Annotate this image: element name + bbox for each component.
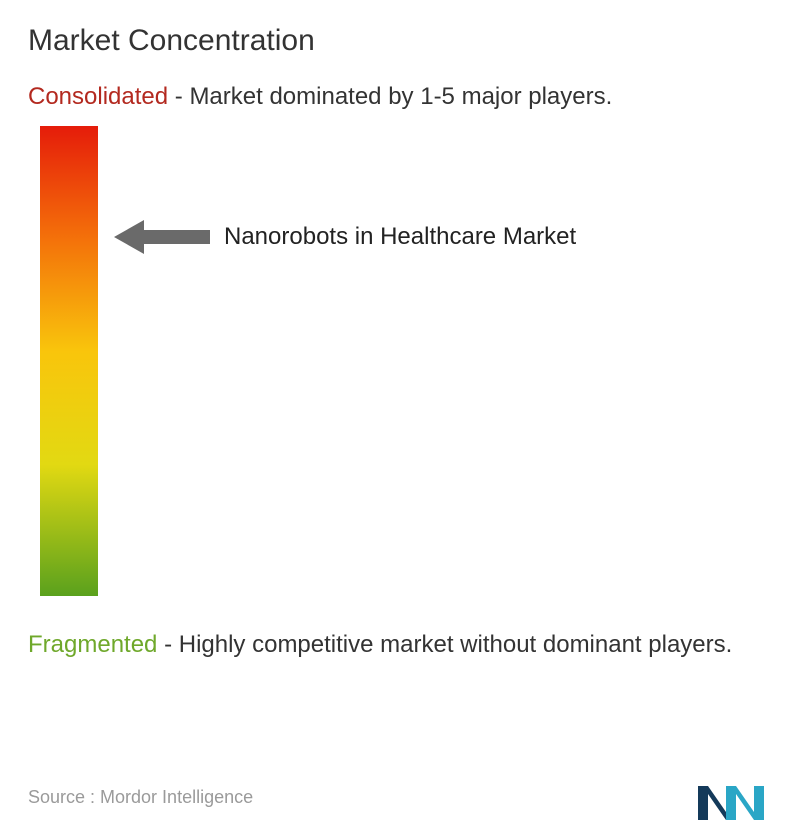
- fragmented-term: Fragmented: [28, 631, 157, 658]
- fragmented-desc-text: - Highly competitive market without domi…: [157, 631, 732, 658]
- arrow-left-icon: [114, 220, 210, 254]
- consolidated-description: Consolidated - Market dominated by 1-5 m…: [28, 82, 768, 112]
- concentration-scale: Nanorobots in Healthcare Market: [28, 126, 768, 616]
- fragmented-description: Fragmented - Highly competitive market w…: [28, 630, 768, 660]
- indicator-label: Nanorobots in Healthcare Market: [224, 222, 576, 252]
- consolidated-term: Consolidated: [28, 83, 168, 110]
- source-attribution: Source : Mordor Intelligence: [28, 787, 253, 808]
- market-indicator: Nanorobots in Healthcare Market: [114, 220, 576, 254]
- brand-logo-icon: [696, 778, 774, 822]
- page-title: Market Concentration: [28, 24, 768, 58]
- consolidated-desc-text: - Market dominated by 1-5 major players.: [168, 83, 612, 110]
- gradient-bar: [40, 126, 98, 596]
